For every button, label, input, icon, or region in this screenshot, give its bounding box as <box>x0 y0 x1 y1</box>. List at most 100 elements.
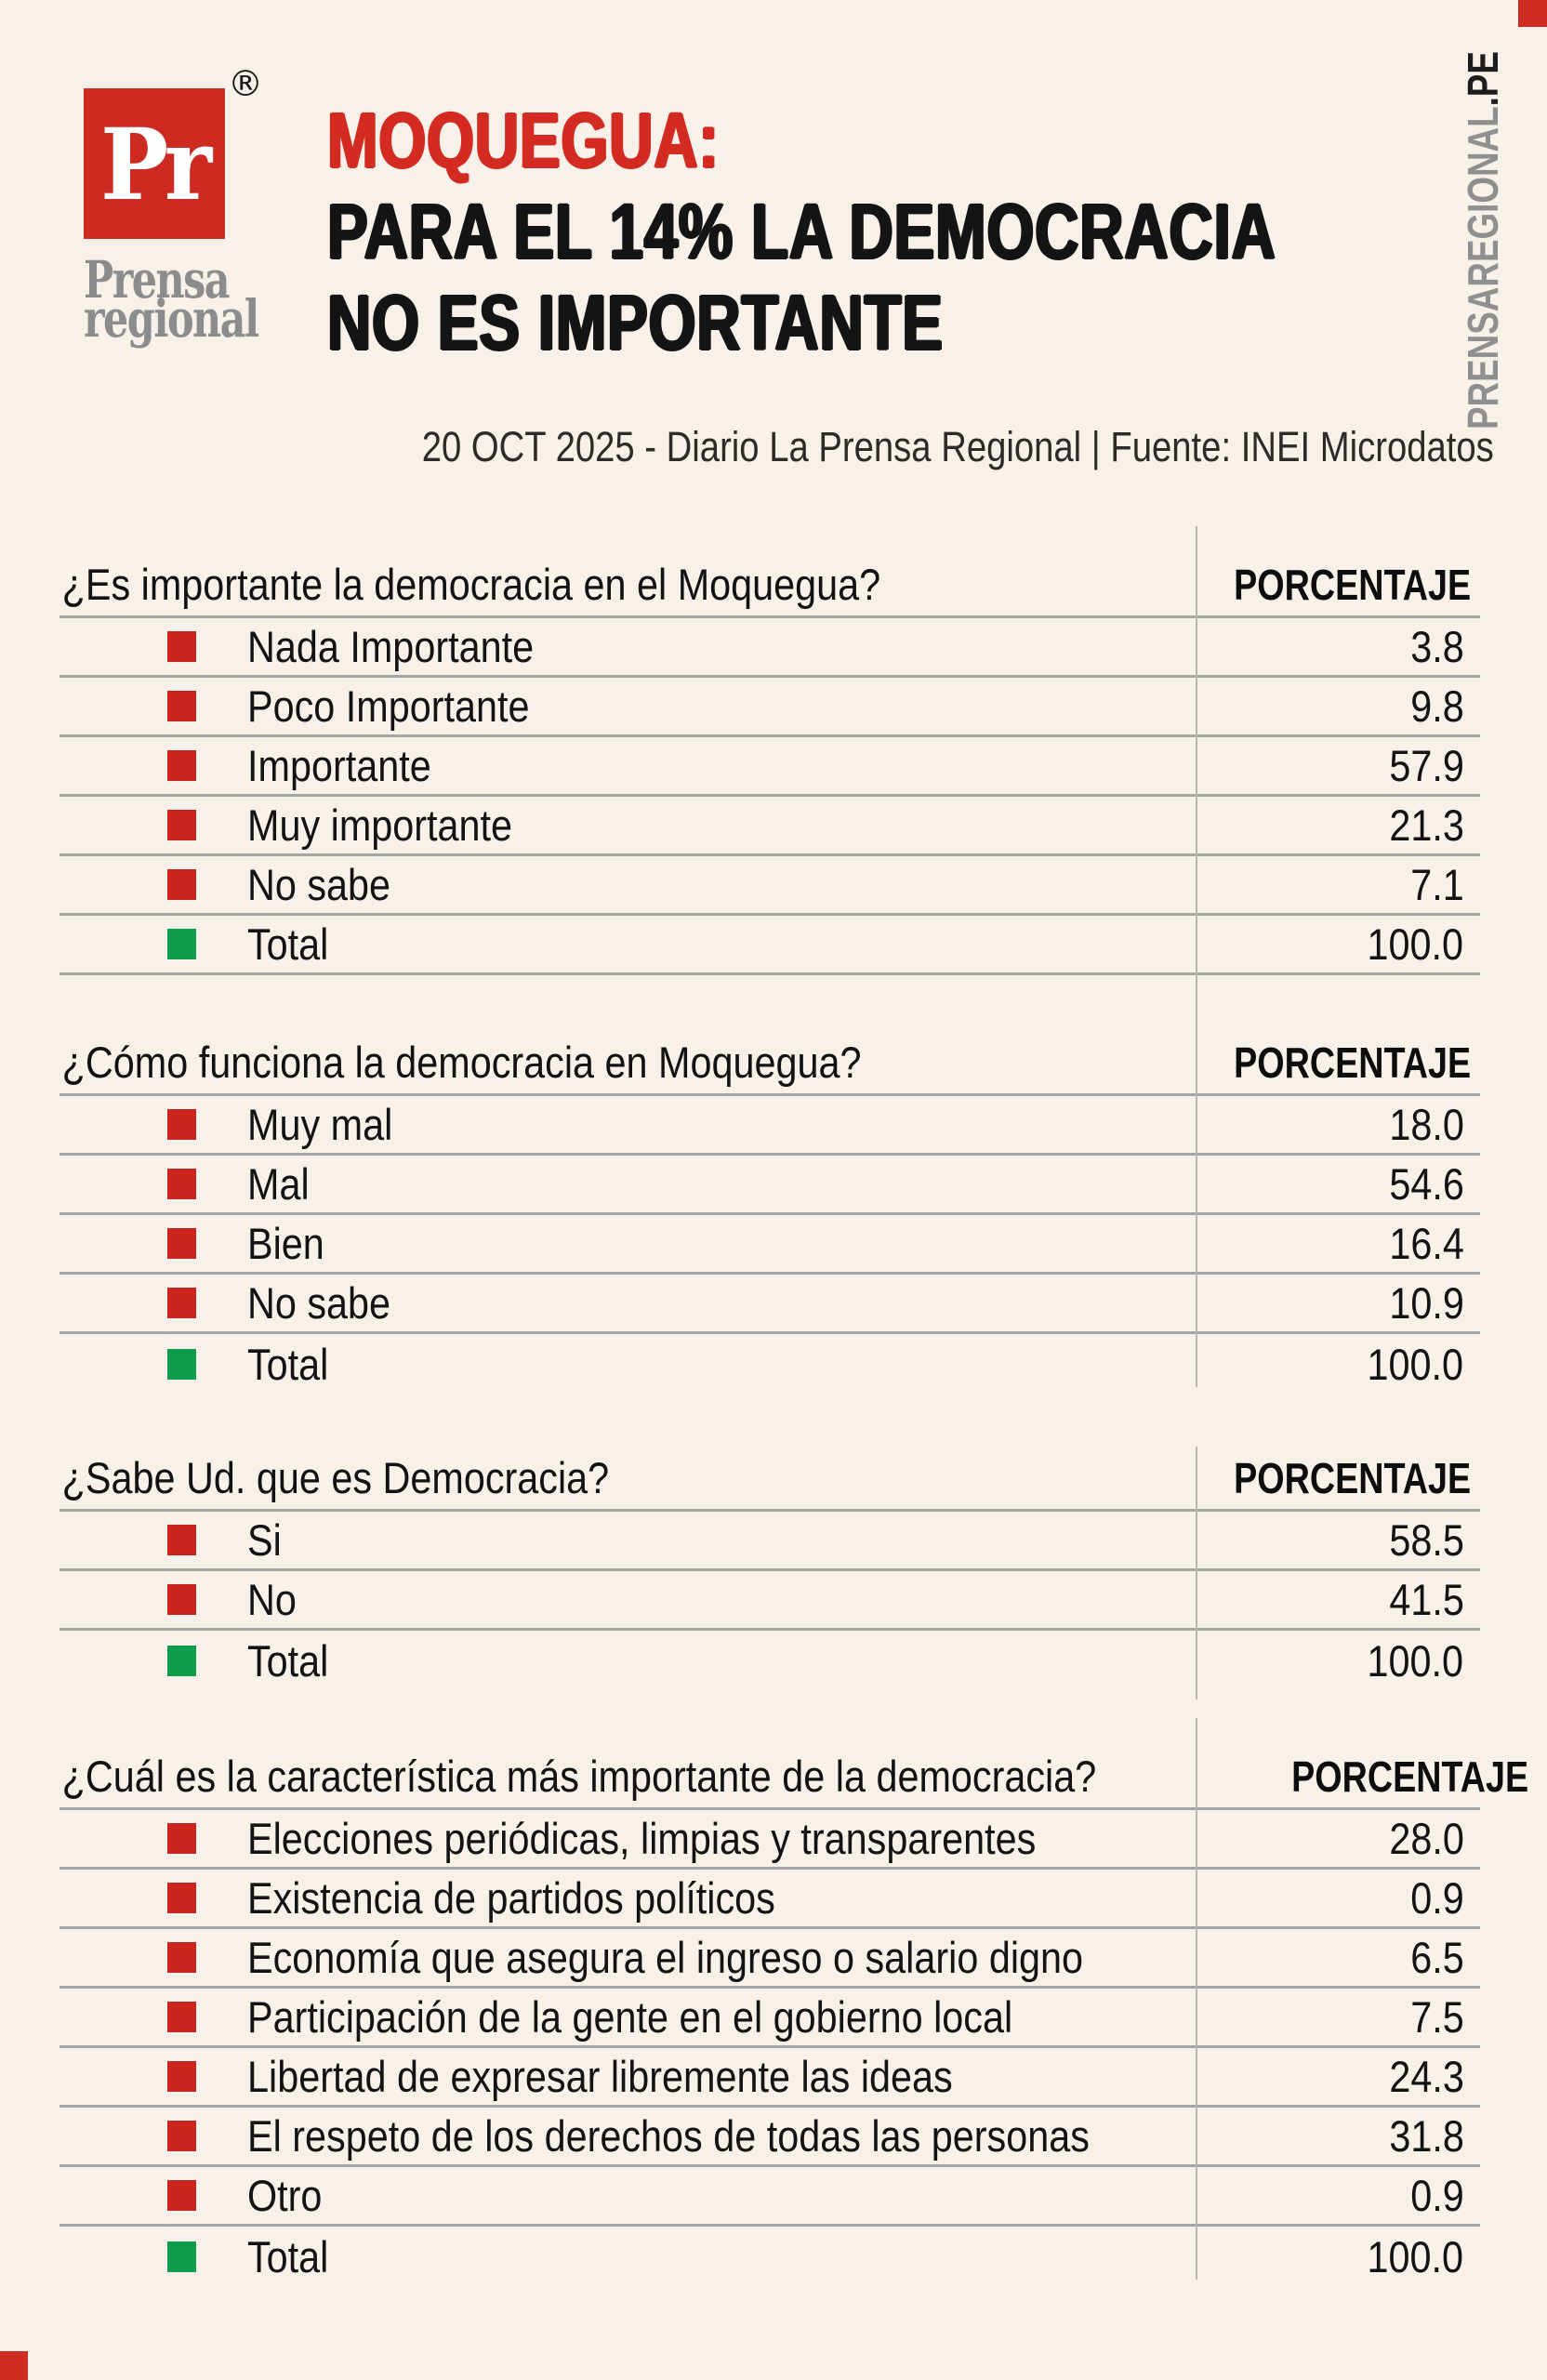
row-label: No sabe <box>247 860 391 909</box>
survey-table-sabe-democracia: ¿Sabe Ud. que es Democracia? PORCENTAJE … <box>60 1449 1480 1690</box>
bullet-square-icon <box>167 1883 196 1913</box>
corner-red-square-top-right <box>1518 0 1547 27</box>
bullet-square-icon <box>167 691 196 721</box>
logo-monogram: Pr <box>100 105 212 222</box>
row-label: Economía que asegura el ingreso o salari… <box>247 1933 1084 1982</box>
bullet-square-icon <box>167 1584 196 1615</box>
headline-line-2: PARA EL 14% LA DEMOCRACIA <box>327 188 1276 275</box>
bullet-square-icon <box>167 1525 196 1555</box>
row-label: Mal <box>247 1159 310 1209</box>
row-label: Total <box>247 2231 329 2281</box>
table-row: Total 100.0 <box>60 916 1480 975</box>
table-header: ¿Cómo funciona la democracia en Moquegua… <box>60 1034 1480 1096</box>
table-row: Muy importante 21.3 <box>60 797 1480 856</box>
row-label: Existencia de partidos políticos <box>247 1873 775 1923</box>
bullet-square-icon <box>167 1228 196 1259</box>
table-row: Participación de la gente en el gobierno… <box>60 1989 1480 2048</box>
column-divider <box>1196 526 1197 1387</box>
bullet-square-icon <box>167 2061 196 2092</box>
row-label: Participación de la gente en el gobierno… <box>247 1992 1013 2042</box>
prensa-regional-logo: Pr <box>84 88 225 239</box>
table-row: No sabe 7.1 <box>60 856 1480 916</box>
bullet-square-icon <box>167 1645 196 1676</box>
table-row: Mal 54.6 <box>60 1156 1480 1215</box>
row-value: 7.1 <box>1409 860 1464 909</box>
table-row: Otro 0.9 <box>60 2167 1480 2227</box>
table-row: El respeto de los derechos de todas las … <box>60 2108 1480 2167</box>
table-row: Muy mal 18.0 <box>60 1096 1480 1156</box>
row-label: Si <box>247 1515 282 1565</box>
row-label: Bien <box>247 1219 324 1268</box>
bullet-square-icon <box>167 1823 196 1854</box>
table-row: Poco Importante 9.8 <box>60 678 1480 737</box>
row-value: 6.5 <box>1409 1933 1464 1982</box>
table-row: Total 100.0 <box>60 1334 1480 1394</box>
bullet-square-icon <box>167 2121 196 2151</box>
bullet-square-icon <box>167 1288 196 1318</box>
bullet-square-icon <box>167 869 196 900</box>
row-label: Total <box>247 1635 329 1686</box>
website-vertical-label: PRENSAREGIONAL.PE <box>1459 51 1507 430</box>
headline-line-3: NO ES IMPORTANTE <box>327 279 944 366</box>
row-label: Muy mal <box>247 1100 393 1149</box>
row-label: Total <box>247 1339 329 1389</box>
row-value: 100.0 <box>1367 1635 1464 1686</box>
bullet-square-icon <box>167 2180 196 2211</box>
row-label: El respeto de los derechos de todas las … <box>247 2111 1090 2161</box>
table-question: ¿Sabe Ud. que es Democracia? <box>61 1453 610 1502</box>
registered-trademark-icon: ® <box>228 63 263 104</box>
bullet-square-icon <box>167 1169 196 1199</box>
row-label: Libertad de expresar libremente las idea… <box>247 2052 953 2101</box>
percentage-column-header: PORCENTAJE <box>1291 1752 1529 1801</box>
table-row: Bien 16.4 <box>60 1215 1480 1275</box>
table-header: ¿Es importante la democracia en el Moque… <box>60 556 1480 618</box>
row-label: Elecciones periódicas, limpias y transpa… <box>247 1814 1037 1863</box>
percentage-column-header: PORCENTAJE <box>1234 1454 1472 1502</box>
row-label: Total <box>247 919 329 969</box>
row-label: No sabe <box>247 1278 391 1328</box>
table-row: Libertad de expresar libremente las idea… <box>60 2048 1480 2108</box>
bullet-square-icon <box>167 929 196 959</box>
table-question: ¿Es importante la democracia en el Moque… <box>61 560 881 609</box>
table-question: ¿Cómo funciona la democracia en Moquegua… <box>61 1038 862 1087</box>
row-value: 10.9 <box>1388 1278 1464 1328</box>
row-value: 57.9 <box>1388 741 1464 790</box>
row-value: 54.6 <box>1388 1159 1464 1209</box>
table-row: No sabe 10.9 <box>60 1275 1480 1334</box>
row-label: Poco Importante <box>247 681 530 731</box>
table-header: ¿Sabe Ud. que es Democracia? PORCENTAJE <box>60 1449 1480 1512</box>
row-value: 21.3 <box>1388 800 1464 850</box>
table-header: ¿Cuál es la característica más important… <box>60 1748 1528 1810</box>
table-row: Economía que asegura el ingreso o salari… <box>60 1929 1480 1989</box>
table-row: Total 100.0 <box>60 1631 1480 1690</box>
row-value: 0.9 <box>1409 1873 1464 1923</box>
row-label: Nada Importante <box>247 622 535 671</box>
dateline-source: 20 OCT 2025 - Diario La Prensa Regional … <box>421 423 1494 470</box>
row-value: 28.0 <box>1388 1814 1464 1863</box>
brand-name-line1: Prensa <box>84 249 230 310</box>
bullet-square-icon <box>167 2002 196 2032</box>
row-value: 18.0 <box>1388 1100 1464 1149</box>
row-value: 100.0 <box>1367 919 1464 969</box>
table-row: Total 100.0 <box>60 2227 1480 2286</box>
bullet-square-icon <box>167 810 196 840</box>
table-question: ¿Cuál es la característica más important… <box>61 1752 1097 1801</box>
row-value: 9.8 <box>1409 681 1464 731</box>
bullet-square-icon <box>167 1109 196 1140</box>
row-label: No <box>247 1575 297 1624</box>
table-row: Elecciones periódicas, limpias y transpa… <box>60 1810 1480 1870</box>
column-divider <box>1196 1447 1197 1699</box>
table-row: Nada Importante 3.8 <box>60 618 1480 678</box>
table-row: Existencia de partidos políticos 0.9 <box>60 1870 1480 1929</box>
bullet-square-icon <box>167 631 196 662</box>
percentage-column-header: PORCENTAJE <box>1234 1038 1472 1087</box>
row-value: 7.5 <box>1409 1992 1464 2042</box>
bullet-square-icon <box>167 750 196 781</box>
brand-name: Prensa regional <box>84 254 259 344</box>
corner-red-square-bottom-left <box>0 2351 28 2380</box>
row-value: 31.8 <box>1388 2111 1464 2161</box>
row-value: 100.0 <box>1367 1339 1464 1389</box>
percentage-column-header: PORCENTAJE <box>1234 561 1472 609</box>
row-value: 0.9 <box>1409 2171 1464 2220</box>
survey-table-importancia: ¿Es importante la democracia en el Moque… <box>60 556 1480 975</box>
